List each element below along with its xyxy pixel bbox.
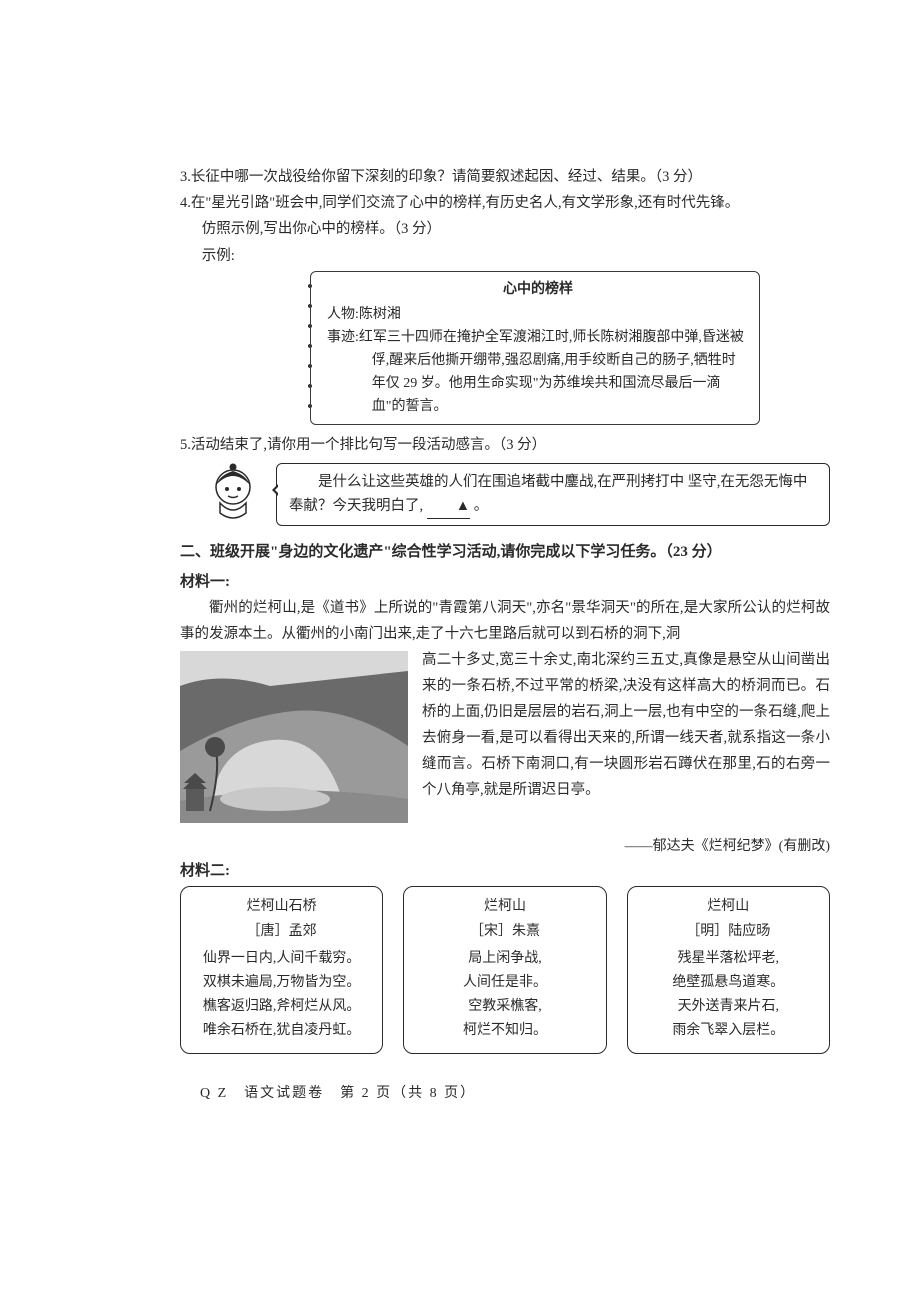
poem-0-title: 烂柯山石桥: [187, 895, 376, 919]
page-footer: Q Z 语文试题卷 第 2 页（共 8 页）: [0, 1082, 920, 1102]
example-label: 示例:: [202, 244, 830, 265]
poem-0-line-3: 唯余石桥在,犹自凌丹虹。: [187, 1019, 376, 1043]
poem-1-line-0: 局上闲争战,: [410, 947, 599, 971]
poem-card-1: 烂柯山 ［宋］朱熹 局上闲争战, 人间任是非。 空教采樵客, 柯烂不知归。: [403, 886, 606, 1054]
poem-1-line-1: 人间任是非。: [410, 971, 599, 995]
answer-blank[interactable]: ▲: [427, 494, 470, 519]
question-4-line1: 4.在"星光引路"班会中,同学们交流了心中的榜样,有历史名人,有文学形象,还有时…: [180, 191, 830, 215]
poem-1-line-3: 柯烂不知归。: [410, 1019, 599, 1043]
poem-2-line-2: 天外送青来片石,: [634, 995, 823, 1019]
poem-2-line-3: 雨余飞翠入层栏。: [634, 1019, 823, 1043]
poem-card-0: 烂柯山石桥 ［唐］孟郊 仙界一日内,人间千载穷。 双棋未遍局,万物皆为空。 樵客…: [180, 886, 383, 1054]
question-5: 5.活动结束了,请你用一个排比句写一段活动感言。（3 分）: [180, 433, 830, 457]
poem-2-line-1: 绝壁孤悬鸟道寒。: [634, 971, 823, 995]
poem-1-title: 烂柯山: [410, 895, 599, 919]
poem-2-title: 烂柯山: [634, 895, 823, 919]
speech-end: 。: [474, 498, 489, 514]
speech-row: 是什么让这些英雄的人们在围追堵截中鏖战,在严刑拷打中 坚守,在无怨无悔中奉献？今…: [202, 463, 830, 526]
question-4-line2: 仿照示例,写出你心中的榜样。（3 分）: [180, 217, 830, 241]
poem-0-author: ［唐］孟郊: [187, 920, 376, 944]
landscape-photo: [180, 651, 408, 823]
poem-2-line-0: 残星半落松坪老,: [634, 947, 823, 971]
note-deed: 事迹:红军三十四师在掩护全军渡湘江时,师长陈树湘腹部中弹,昏迷被俘,醒来后他撕开…: [327, 326, 749, 418]
material-1-attribution: ——郁达夫《烂柯纪梦》(有删改): [180, 835, 830, 855]
poem-2-author: ［明］陆应旸: [634, 920, 823, 944]
student-avatar-icon: [202, 463, 264, 525]
poem-0-line-0: 仙界一日内,人间千载穷。: [187, 947, 376, 971]
section-2-heading: 二、班级开展"身边的文化遗产"综合性学习活动,请你完成以下学习任务。（23 分）: [180, 540, 830, 564]
material-1-label: 材料一:: [180, 570, 830, 591]
note-person: 人物:陈树湘: [327, 303, 749, 326]
poem-1-line-2: 空教采樵客,: [410, 995, 599, 1019]
example-note-card: 心中的榜样 人物:陈树湘 事迹:红军三十四师在掩护全军渡湘江时,师长陈树湘腹部中…: [310, 271, 760, 425]
poem-0-line-2: 樵客返归路,斧柯烂从风。: [187, 995, 376, 1019]
material-1-para1: 衢州的烂柯山,是《道书》上所说的"青霞第八洞天",亦名"景华洞天"的所在,是大家…: [180, 595, 830, 647]
poem-1-author: ［宋］朱熹: [410, 920, 599, 944]
speech-bubble: 是什么让这些英雄的人们在围追堵截中鏖战,在严刑拷打中 坚守,在无怨无悔中奉献？今…: [276, 463, 830, 526]
rock-bridge-icon: [180, 651, 408, 823]
poem-0-line-1: 双棋未遍局,万物皆为空。: [187, 971, 376, 995]
note-title: 心中的榜样: [327, 278, 749, 301]
material-2-label: 材料二:: [180, 859, 830, 880]
speech-text-a: 是什么让这些英雄的人们在围追堵截中鏖战,在严刑拷打中: [318, 474, 684, 490]
question-3: 3.长征中哪一次战役给你留下深刻的印象？请简要叙述起因、经过、结果。（3 分）: [180, 165, 830, 189]
poem-cards-row: 烂柯山石桥 ［唐］孟郊 仙界一日内,人间千载穷。 双棋未遍局,万物皆为空。 樵客…: [180, 886, 830, 1054]
poem-card-2: 烂柯山 ［明］陆应旸 残星半落松坪老, 绝壁孤悬鸟道寒。 天外送青来片石, 雨余…: [627, 886, 830, 1054]
